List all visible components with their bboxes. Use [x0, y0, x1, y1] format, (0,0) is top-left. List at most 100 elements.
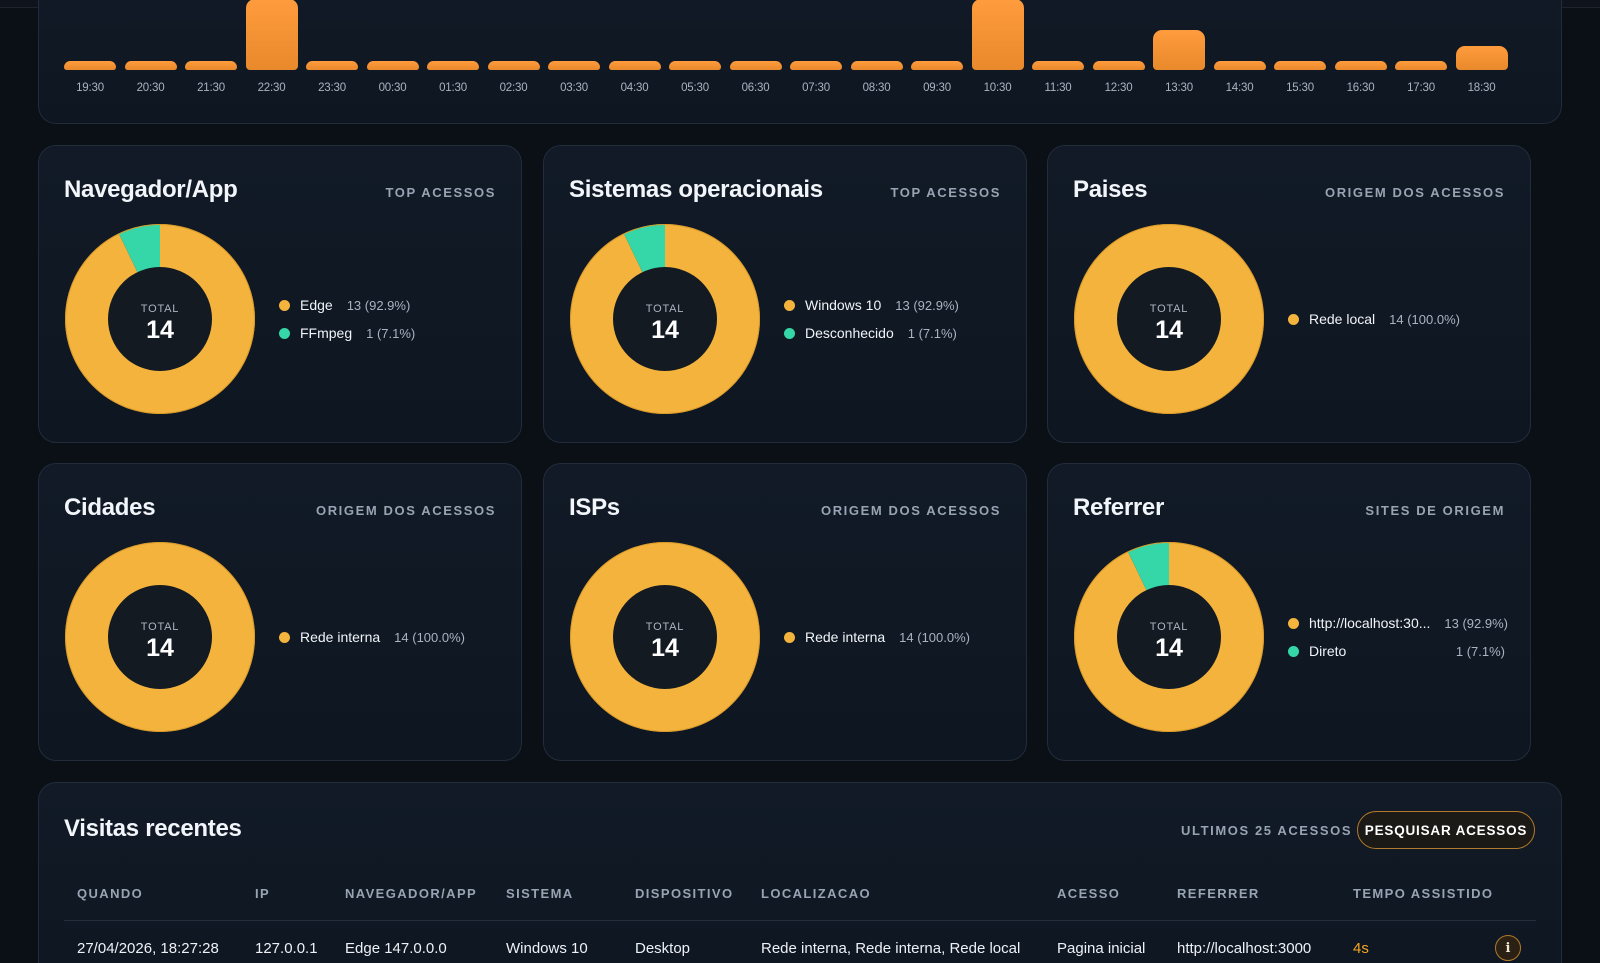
timeline-bar: [608, 61, 661, 70]
card-subtitle: ORIGEM DOS ACESSOS: [820, 503, 1001, 518]
table-column-header[interactable]: SISTEMA: [506, 886, 574, 901]
card-title: Sistemas operacionais: [569, 176, 823, 203]
stats-card: Referrer SITES DE ORIGEM TOTAL 14 http://loc…: [1047, 463, 1531, 761]
card-subtitle: TOP ACESSOS: [890, 185, 1001, 200]
donut-hole: [1117, 267, 1221, 371]
recent-visits-panel: Visitas recentes ULTIMOS 25 ACESSOS PESQ…: [38, 782, 1562, 963]
donut-legend: http://localhost:30... 13 (92.9%) Direto 1 …: [1288, 609, 1508, 665]
timeline-bar: [427, 61, 479, 70]
legend-label: Rede interna: [300, 629, 381, 645]
timeline-bar: [1455, 45, 1508, 70]
timeline-bar: [548, 61, 600, 70]
donut-total-label: TOTAL: [645, 303, 685, 315]
table-divider: [64, 920, 1536, 921]
donut-legend: Windows 10 13 (92.9%) Desconhecido 1 (7.1%): [784, 291, 1001, 347]
timeline-tick-label: 02:30: [499, 82, 528, 94]
table-column-header[interactable]: NAVEGADOR/APP: [345, 886, 478, 901]
donut-outline: [65, 224, 255, 414]
legend-item: Desconhecido 1 (7.1%): [784, 319, 1001, 347]
table-column-header[interactable]: ACESSO: [1057, 886, 1121, 901]
table-cell: Edge 147.0.0.0: [345, 940, 447, 957]
donut-hole: [1117, 585, 1221, 689]
donut-chart: [1074, 224, 1264, 414]
table-column-header[interactable]: REFERRER: [1177, 886, 1260, 901]
legend-value: 13 (92.9%): [346, 297, 411, 313]
table-column-header[interactable]: DISPOSITIVO: [635, 886, 734, 901]
stats-card: Navegador/App TOP ACESSOS TOTAL 14 Edge 13 (9…: [38, 145, 522, 443]
timeline-tick-label: 12:30: [1104, 82, 1133, 94]
legend-value: 13 (92.9%): [895, 297, 959, 313]
donut-total-value: 14: [651, 634, 679, 662]
donut-legend: Rede local 14 (100.0%): [1288, 305, 1505, 333]
legend-item: Rede interna 14 (100.0%): [784, 623, 1001, 651]
table-column-header[interactable]: LOCALIZACAO: [761, 886, 871, 901]
timeline-tick-label: 11:30: [1044, 82, 1072, 94]
legend-item: Rede local 14 (100.0%): [1288, 305, 1505, 333]
stats-card: Sistemas operacionais TOP ACESSOS TOTAL 14 W…: [543, 145, 1027, 443]
timeline-bar: [306, 61, 358, 70]
timeline-tick-label: 06:30: [741, 82, 770, 94]
timeline-bar: [1334, 61, 1387, 70]
stats-card: Cidades ORIGEM DOS ACESSOS TOTAL 14 Rede int…: [38, 463, 522, 761]
donut-legend: Edge 13 (92.9%) FFmpeg 1 (7.1%): [279, 291, 496, 347]
legend-item: Windows 10 13 (92.9%): [784, 291, 1001, 319]
table-column-header[interactable]: QUANDO: [77, 886, 144, 901]
table-column-header[interactable]: IP: [255, 886, 271, 901]
donut-total-value: 14: [651, 316, 679, 344]
table-cell: Windows 10: [506, 940, 588, 957]
donut-total-label: TOTAL: [140, 303, 180, 315]
legend-item: FFmpeg 1 (7.1%): [279, 319, 496, 347]
table-cell: 4s: [1353, 940, 1369, 957]
donut-chart: [1074, 542, 1264, 732]
legend-dot-icon: [784, 299, 795, 311]
timeline-tick-label: 05:30: [681, 82, 709, 94]
recent-visits-subtitle: ULTIMOS 25 ACESSOS: [1181, 823, 1353, 838]
donut-hole: [613, 267, 717, 371]
timeline-tick-label: 08:30: [862, 82, 891, 94]
card-title: ISPs: [569, 494, 620, 521]
donut-legend: Rede interna 14 (100.0%): [279, 623, 496, 651]
card-title: Paises: [1073, 176, 1148, 203]
timeline-tick-label: 14:30: [1225, 82, 1254, 94]
donut-total-value: 14: [1155, 634, 1183, 662]
donut-outline: [570, 542, 760, 732]
info-icon[interactable]: i: [1495, 935, 1521, 961]
timeline-tick-label: 18:30: [1467, 82, 1496, 94]
timeline-bar: [1092, 61, 1145, 70]
legend-value: 14 (100.0%): [1389, 311, 1460, 327]
card-title: Navegador/App: [64, 176, 238, 203]
legend-dot-icon: [279, 631, 290, 643]
timeline-bar: [790, 61, 842, 70]
legend-label: Windows 10: [805, 297, 882, 313]
legend-label: Rede interna: [805, 629, 886, 645]
legend-label: Direto: [1309, 643, 1347, 659]
donut-outline: [65, 542, 255, 732]
legend-value: 1 (7.1%): [366, 325, 416, 341]
table-column-header[interactable]: TEMPO ASSISTIDO: [1353, 886, 1494, 901]
legend-value: 14 (100.0%): [394, 629, 465, 645]
table-cell: Desktop: [635, 940, 691, 957]
legend-dot-icon: [1288, 645, 1299, 657]
donut-total-value: 14: [1155, 316, 1183, 344]
timeline-tick-label: 07:30: [802, 82, 830, 94]
legend-dot-icon: [784, 631, 795, 643]
timeline-tick-label: 22:30: [257, 82, 286, 94]
timeline-tick-label: 21:30: [197, 82, 225, 94]
donut-chart: [570, 224, 760, 414]
donut-total-label: TOTAL: [1149, 303, 1189, 315]
timeline-bar: [1032, 61, 1084, 70]
table-cell: 127.0.0.1: [255, 940, 318, 957]
stats-card: ISPs ORIGEM DOS ACESSOS TOTAL 14 Rede intern…: [543, 463, 1027, 761]
donut-total-label: TOTAL: [645, 621, 685, 633]
search-accesses-button[interactable]: PESQUISAR ACESSOS: [1357, 811, 1535, 849]
timeline-tick-label: 04:30: [620, 82, 649, 94]
legend-dot-icon: [1288, 313, 1299, 325]
card-subtitle: SITES DE ORIGEM: [1365, 503, 1505, 518]
donut-outline: [1074, 542, 1264, 732]
timeline-tick-label: 10:30: [983, 82, 1012, 94]
donut-chart: [64, 224, 255, 414]
timeline-bar: [64, 61, 116, 70]
donut-hole: [108, 585, 212, 689]
timeline-bar: [971, 0, 1024, 70]
timeline-tick-label: 16:30: [1346, 82, 1375, 94]
